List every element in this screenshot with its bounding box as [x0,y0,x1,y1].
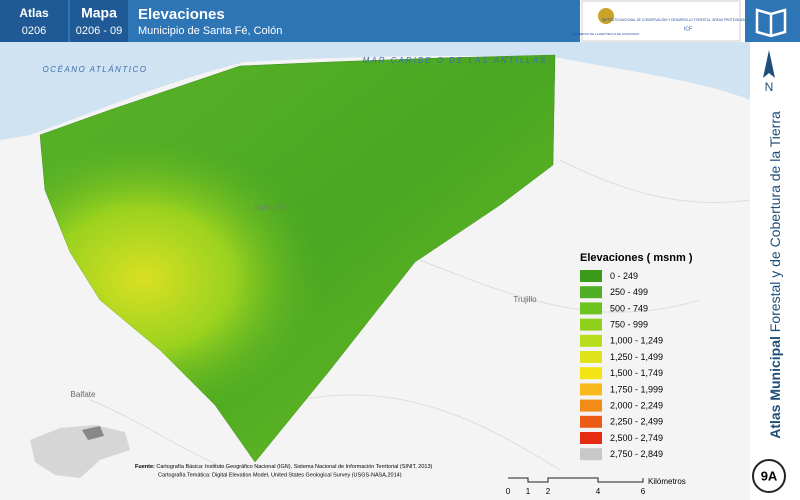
source-label: Fuente: [135,464,155,470]
legend-label: 2,250 - 2,499 [610,417,663,427]
series-bold: Atlas Municipal [767,336,783,439]
ocean-label: OCÉANO ATLÁNTICO [43,65,148,74]
legend: Elevaciones ( msnm ) 0 - 249 250 - 499 500… [580,252,693,461]
source-line2: Cartografía Temática: Digital Elevation … [158,472,402,478]
map-code: 0206 - 09 [76,25,122,37]
legend-swatch [580,334,602,347]
source: Fuente: Cartografía Básica: Instituto Ge… [135,464,433,470]
legend-swatch [580,286,602,299]
locator-highlight [82,426,104,440]
legend-swatch [580,351,602,363]
sheet-badge [752,459,786,493]
legend-label: 750 - 999 [610,319,648,329]
book-icon [755,8,787,38]
locator-map [30,425,130,478]
legend-title: Elevaciones ( msnm ) [580,252,693,264]
trujillo-label: Trujillo [513,295,537,304]
highlands [40,55,555,462]
legend-label: 1,250 - 1,499 [610,352,663,362]
legend-swatch [580,448,602,461]
legend-swatch [580,432,602,444]
legend-label: 2,750 - 2,849 [610,449,663,459]
north-arrow [763,50,775,78]
scale-tick-label: 4 [596,487,601,496]
legend-label: 500 - 749 [610,303,648,313]
legend-swatch [580,270,602,282]
legend-label: 1,500 - 1,749 [610,368,663,378]
sidebar [750,42,800,500]
scale-tick-label: 1 [526,487,531,496]
icf-logo-text: INSTITUTO NACIONAL DE CONSERVACIÓN Y DES… [602,17,774,22]
legend-swatch [580,302,602,315]
atlas-box [0,0,68,42]
legend-label: 2,500 - 2,749 [610,433,663,443]
series-rest: Forestal y de Cobertura de la Tierra [767,111,783,332]
map-label: Mapa [81,5,117,21]
legend-swatch [580,367,602,380]
legend-label: 0 - 249 [610,271,638,281]
boundaries [89,159,751,471]
legend-swatch [580,318,602,331]
series-title: Atlas Municipal Forestal y de Cobertura … [767,111,783,439]
legend-label: 1,750 - 1,999 [610,384,663,394]
scale-bar: Kilómetros 0 1 2 4 6 [506,477,686,496]
map-box [70,0,128,42]
coat-of-arms [598,8,614,24]
title: Elevaciones [138,6,225,23]
legend-swatch [580,383,602,396]
scale-unit: Kilómetros [648,477,686,486]
north-label: N [765,80,774,94]
icf-short: ICF [684,26,692,32]
sea [0,42,750,140]
sheet-label: 9A [761,468,778,483]
legend-swatch [580,415,602,428]
scale-tick-label: 0 [506,487,511,496]
legend-label: 1,000 - 1,249 [610,336,663,346]
scale-tick-label: 2 [546,487,551,496]
gov-logo-text: GOBIERNO DE LA REPÚBLICA DE HONDURAS [573,31,639,36]
legend-swatch [580,399,602,412]
subtitle: Municipio de Santa Fé, Colón [138,25,282,37]
legend-label: 2,000 - 2,249 [610,400,663,410]
santa-fe-label: Santa Fé [254,203,287,212]
atlas-label: Atlas [19,6,49,20]
balfate-label: Balfate [71,390,96,399]
sea-label: MAR CARIBE O DE LAS ANTILLAS [363,56,548,65]
source-line1: Cartografía Básica: Instituto Geográfico… [156,464,432,470]
legend-label: 250 - 499 [610,287,648,297]
scale-tick-label: 6 [641,487,646,496]
scale-line [508,477,644,483]
atlas-code: 0206 [22,25,46,37]
